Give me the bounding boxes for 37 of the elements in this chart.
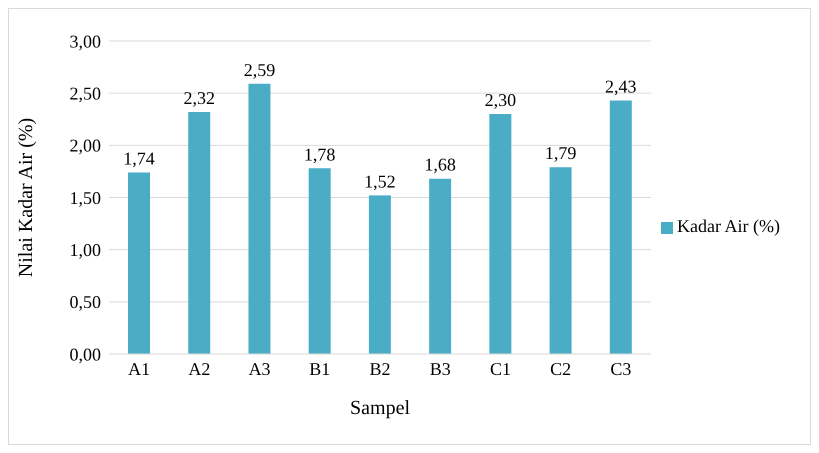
y-tick-label: 0,50 [70,292,101,312]
x-tick-label: A1 [128,358,150,379]
y-tick-label: 0,00 [70,344,101,364]
bar [550,167,572,354]
data-label: 1,68 [424,154,456,175]
data-label: 2,30 [484,90,516,110]
x-tick-label: A2 [188,358,210,379]
y-tick-label: 3,00 [70,31,101,52]
y-axis-title: Nilai Kadar Air (%) [15,118,38,278]
bar [610,100,632,354]
x-tick-label: B2 [370,358,391,379]
data-label: 1,52 [364,171,396,192]
legend-label: Kadar Air (%) [677,216,780,236]
data-label: 2,32 [183,88,215,108]
x-tick-label: B3 [430,358,451,379]
bar [429,178,452,354]
x-tick-label: C1 [490,358,511,379]
x-tick-label: C2 [550,358,572,379]
bar [308,168,331,354]
bar [128,172,150,354]
data-label: 2,59 [244,60,276,80]
bar [489,114,512,354]
y-tick-label: 1,50 [70,188,101,208]
bar [368,195,391,354]
data-label: 1,79 [544,143,576,164]
data-label: 1,74 [123,148,155,168]
y-tick-label: 2,50 [70,84,101,104]
bar [248,84,270,354]
data-label: 1,78 [304,144,336,164]
y-tick-label: 1,00 [70,240,101,260]
x-tick-label: A3 [248,358,271,379]
y-tick-label: 2,00 [70,136,101,156]
x-tick-label: B1 [309,358,330,379]
x-tick-label: C3 [610,358,632,379]
bar [188,112,210,354]
data-label: 2,43 [605,76,637,96]
x-axis-title: Sampel [350,397,410,419]
